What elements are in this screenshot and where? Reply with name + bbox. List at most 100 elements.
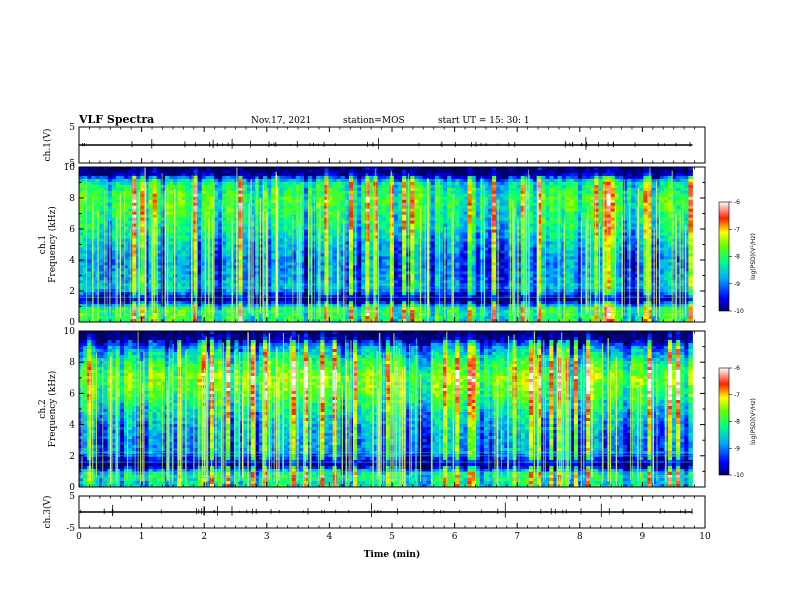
spectrogram-cell xyxy=(573,175,579,180)
spectrogram-cell xyxy=(463,184,468,189)
spectrogram-cell xyxy=(177,175,182,180)
spectrogram-cell xyxy=(426,187,432,192)
spectrogram-cell xyxy=(622,211,628,216)
spectrogram-cell xyxy=(99,238,104,242)
spectrogram-cell xyxy=(471,247,477,251)
spectrogram-cell xyxy=(492,259,497,263)
spectrogram-cell xyxy=(676,193,681,198)
spectrogram-cell xyxy=(258,199,264,204)
spectrogram-cell xyxy=(622,235,628,239)
spectrogram-cell xyxy=(549,193,554,198)
spectrogram-cell xyxy=(381,253,387,257)
spectrogram-cell xyxy=(308,187,313,192)
spectrogram-cell xyxy=(201,250,207,254)
spectrogram-cell xyxy=(492,196,497,201)
spectrogram-cell xyxy=(537,238,542,242)
spectrogram-cell xyxy=(246,178,252,183)
spectrogram-cell xyxy=(586,169,591,174)
spectrogram-cell xyxy=(651,169,657,174)
spectrogram-cell xyxy=(635,172,640,177)
spectrogram-cell xyxy=(598,247,603,251)
spectrogram-cell xyxy=(365,250,370,254)
spectrogram-cell xyxy=(181,223,186,228)
spectrogram-cell xyxy=(438,202,444,207)
spectrogram-cell xyxy=(385,247,391,251)
spectrogram-cell xyxy=(246,175,252,180)
spectrogram-cell xyxy=(614,175,620,180)
spectrogram-cell xyxy=(385,229,391,233)
spectrogram-cell xyxy=(91,175,96,180)
spectrogram-cell xyxy=(516,175,522,180)
spectrogram-cell xyxy=(663,172,669,177)
spectrogram-cell xyxy=(299,184,305,189)
spectrogram-cell xyxy=(242,181,248,186)
spectrogram-cell xyxy=(631,190,636,195)
spectrogram-cell xyxy=(475,190,481,195)
spectrogram-cell xyxy=(156,211,162,216)
spectrogram-cell xyxy=(140,235,145,239)
spectrogram-cell xyxy=(475,250,481,254)
spectrogram-cell xyxy=(197,196,203,201)
spectrogram-cell xyxy=(663,256,669,260)
spectrogram-cell xyxy=(569,184,575,189)
spectrogram-cell xyxy=(87,208,92,213)
spectrogram-cell xyxy=(492,256,497,260)
spectrogram-cell xyxy=(107,199,113,204)
spectrogram-cell xyxy=(500,217,505,222)
spectrogram-cell xyxy=(83,169,88,174)
spectrogram-cell xyxy=(238,205,243,210)
spectrogram-cell xyxy=(455,196,460,201)
spectrogram-cell xyxy=(140,187,145,192)
spectrogram-cell xyxy=(95,169,100,174)
spectrogram-cell xyxy=(340,244,346,248)
spectrogram-cell xyxy=(119,244,125,248)
spectrogram-cell xyxy=(385,175,391,180)
spectrogram-cell xyxy=(557,175,562,180)
spectrogram-cell xyxy=(377,196,383,201)
spectrogram-cell xyxy=(218,178,223,183)
spectrogram-cell xyxy=(340,259,346,263)
spectrogram-cell xyxy=(332,232,338,236)
spectrogram-cell xyxy=(672,226,677,230)
spectrogram-cell xyxy=(414,214,419,219)
spectrogram-cell xyxy=(160,226,166,230)
spectrogram-cell xyxy=(667,226,673,230)
spectrogram-cell xyxy=(422,187,428,192)
spectrogram-cell xyxy=(610,241,616,245)
spectrogram-cell xyxy=(79,226,84,230)
spectrogram-cell xyxy=(672,256,677,260)
spectrogram-cell xyxy=(242,235,248,239)
spectrogram-cell xyxy=(152,175,158,180)
spectrogram-cell xyxy=(659,214,665,219)
spectrogram-cell xyxy=(569,217,575,222)
spectrogram-cell xyxy=(500,175,505,180)
spectrogram-cell xyxy=(115,214,121,219)
spectrogram-cell xyxy=(238,184,243,189)
spectrogram-cell xyxy=(627,193,632,198)
spectrogram-cell xyxy=(524,211,530,216)
spectrogram-cell xyxy=(107,244,113,248)
spectrogram-cell xyxy=(123,241,129,245)
spectrogram-cell xyxy=(557,217,562,222)
spectrogram-cell xyxy=(271,250,276,254)
spectrogram-cell xyxy=(492,181,497,186)
spectrogram-cell xyxy=(504,190,509,195)
spectrogram-cell xyxy=(602,172,607,177)
spectrogram-cell xyxy=(483,211,489,216)
spectrogram-cell xyxy=(467,226,473,230)
spectrogram-cell xyxy=(676,226,681,230)
spectrogram-cell xyxy=(279,259,284,263)
spectrogram-cell xyxy=(622,208,628,213)
spectrogram-cell xyxy=(389,259,395,263)
spectrogram-cell xyxy=(684,187,689,192)
spectrogram-cell xyxy=(279,184,284,189)
spectrogram-cell xyxy=(598,235,603,239)
spectrogram-cell xyxy=(267,226,272,230)
spectrogram-cell xyxy=(537,169,542,174)
spectrogram-cell xyxy=(565,253,571,257)
spectrogram-cell xyxy=(242,202,248,207)
spectrogram-cell xyxy=(156,187,162,192)
spectrogram-cell xyxy=(545,250,550,254)
spectrogram-cell xyxy=(651,187,657,192)
spectrogram-cell xyxy=(140,190,145,195)
